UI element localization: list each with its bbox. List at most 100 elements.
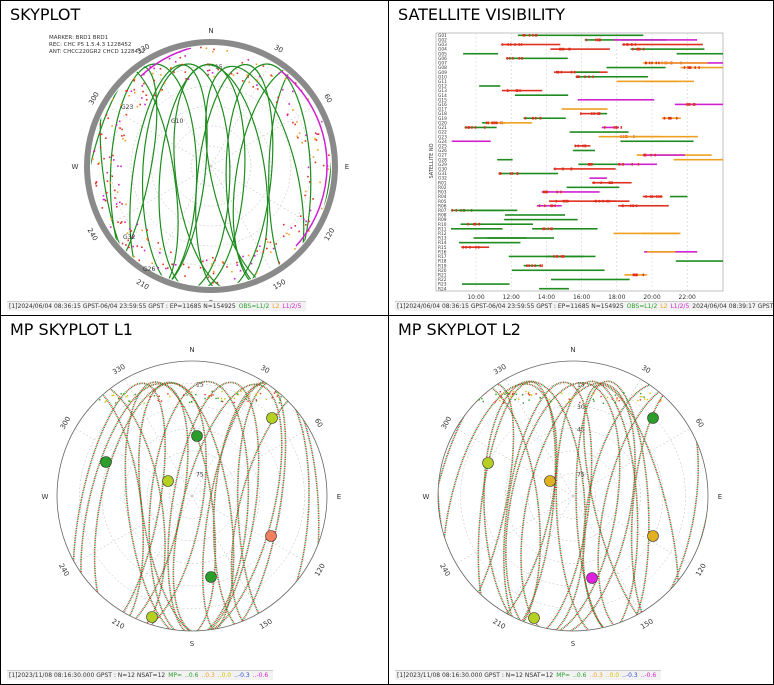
obs-dot	[296, 121, 298, 123]
visibility-bar	[541, 191, 600, 193]
visibility-bar	[479, 85, 501, 87]
obs-dot	[153, 67, 155, 70]
obs-dot	[256, 88, 259, 90]
status-text: ..-0.3	[234, 672, 250, 679]
visibility-bar	[487, 122, 532, 124]
visibility-bar	[613, 232, 681, 235]
time-label: 16:00	[573, 294, 590, 301]
mp-dot	[499, 399, 501, 402]
mp-dot	[511, 393, 514, 396]
obs-dot	[174, 61, 177, 63]
obs-dot	[171, 263, 173, 266]
visibility-bar	[577, 99, 655, 101]
obs-dot	[187, 78, 190, 80]
visibility-dot	[566, 199, 568, 203]
row-label: G01	[438, 33, 447, 39]
mp-dot	[278, 402, 281, 404]
mp-dot	[191, 401, 193, 404]
row-label: G29	[438, 162, 447, 168]
row-label: G31	[438, 171, 447, 177]
visibility-bar	[532, 228, 598, 230]
visibility-dot	[501, 43, 504, 46]
track	[520, 382, 636, 631]
row-label: G05	[438, 51, 447, 57]
obs-dot	[94, 182, 97, 185]
mp-dot	[512, 390, 515, 393]
mp-dot	[208, 395, 210, 397]
mp-dot	[134, 393, 136, 396]
mp-dot	[126, 395, 129, 397]
mp-dot	[120, 393, 122, 395]
track	[575, 380, 650, 631]
obs-dot	[123, 134, 125, 137]
obs-dot	[93, 150, 95, 153]
visibility-dot	[532, 116, 534, 120]
row-label: G25	[438, 143, 447, 149]
obs-dot	[202, 260, 204, 263]
obs-dot	[130, 230, 133, 232]
visibility-dot	[467, 126, 470, 129]
mp-dot	[639, 399, 642, 401]
satellite-marker	[647, 530, 659, 542]
status-text: ..0.6	[185, 672, 199, 679]
mp-dot	[616, 399, 618, 401]
visibility-dot	[608, 181, 611, 185]
visibility-dot	[477, 245, 480, 249]
mp-dot	[504, 393, 506, 395]
mp-dot	[500, 396, 502, 398]
obs-dot	[132, 236, 134, 238]
mp-dot	[527, 392, 530, 395]
obs-dot	[308, 230, 310, 232]
visibility-bar	[572, 149, 595, 152]
visibility-dot	[550, 227, 552, 231]
track	[438, 381, 542, 631]
obs-dot	[133, 80, 135, 82]
row-label: G17	[438, 107, 447, 113]
obs-dot	[256, 84, 258, 86]
azimuth-line	[505, 378, 574, 497]
visibility-dot	[524, 116, 527, 120]
visibility-dot	[455, 209, 458, 212]
azimuth-line	[505, 495, 574, 614]
mp-dot	[86, 392, 88, 394]
obs-dot	[307, 166, 310, 169]
obs-dot	[248, 81, 251, 84]
obs-dot	[103, 198, 106, 201]
mp-dot	[672, 402, 674, 404]
y-axis-label: SATELLITE NO	[429, 143, 435, 178]
obs-dot	[121, 242, 124, 245]
obs-dot	[108, 156, 111, 159]
mp-dot	[295, 392, 297, 394]
mp-dot	[602, 402, 605, 404]
obs-dot	[109, 181, 112, 184]
obs-dot	[115, 203, 118, 205]
obs-dot	[211, 72, 214, 74]
mp-dot	[88, 392, 90, 394]
satellite-marker	[162, 475, 174, 487]
mp-dot	[255, 400, 258, 402]
time-label: 22:00	[679, 294, 696, 301]
visibility-dot	[669, 116, 671, 120]
visibility-dot	[629, 204, 632, 208]
visibility-dot	[544, 190, 546, 194]
mp-dot	[646, 398, 649, 401]
obs-dot	[159, 67, 162, 70]
visibility-bar	[589, 177, 607, 179]
obs-dot	[144, 103, 146, 106]
obs-dot	[124, 139, 127, 142]
obs-dot	[141, 229, 143, 232]
visibility-dot	[603, 126, 606, 129]
status-text: OBS=L1/2	[238, 303, 270, 310]
visibility-bar	[598, 135, 662, 138]
obs-dot	[212, 272, 215, 275]
track	[477, 381, 557, 631]
compass-label: S	[190, 640, 195, 648]
tracks	[57, 380, 327, 631]
visibility-dot	[658, 61, 660, 65]
row-label: R21	[438, 272, 447, 278]
row-label: R14	[438, 240, 447, 246]
obs-dot	[184, 55, 186, 57]
track	[72, 382, 166, 631]
azimuth-line	[191, 495, 310, 564]
visibility-bar	[566, 186, 620, 189]
